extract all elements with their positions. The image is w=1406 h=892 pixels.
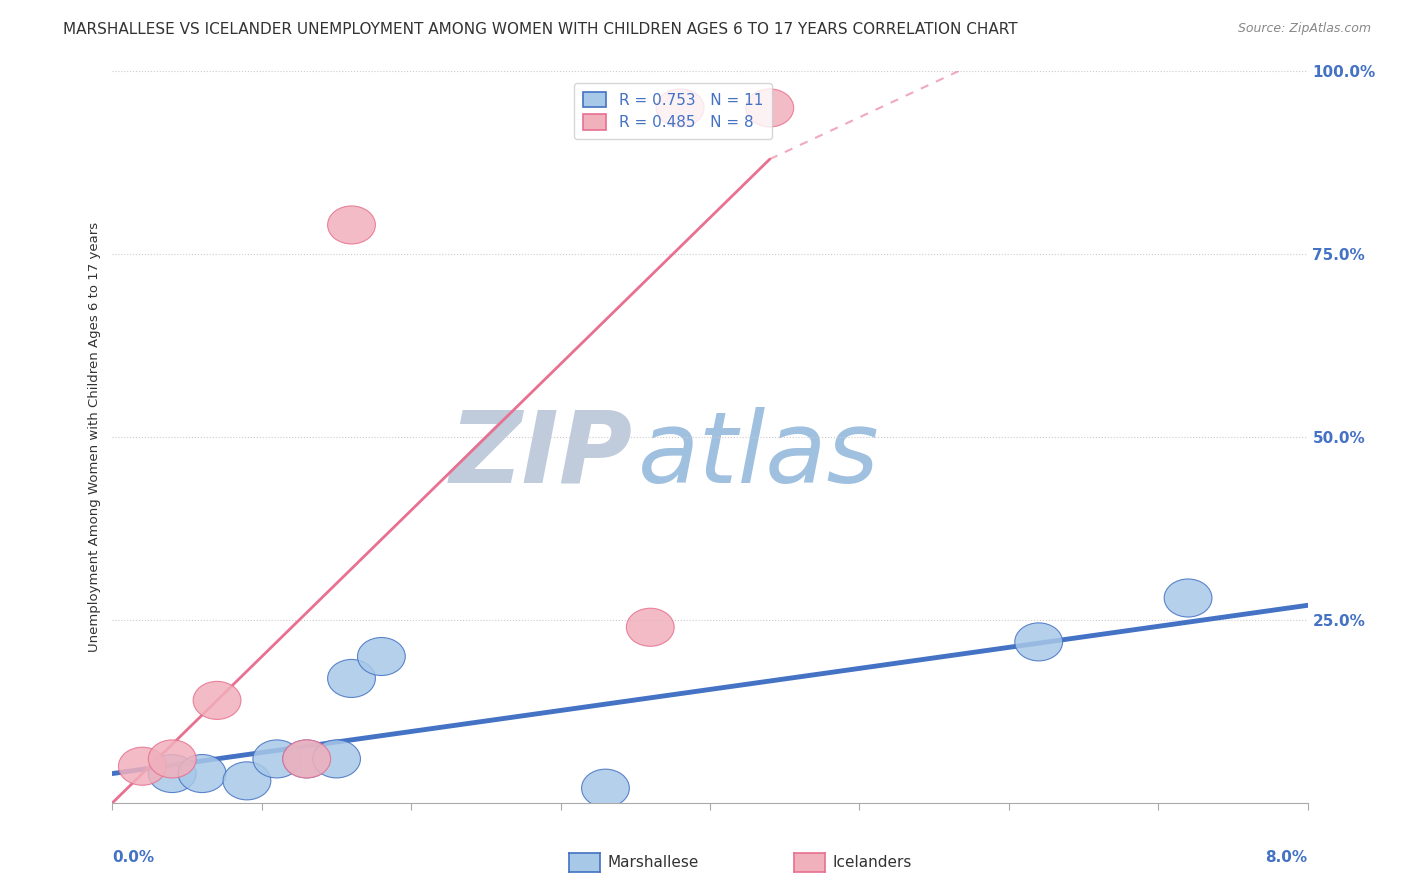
Text: atlas: atlas [638,407,880,504]
Ellipse shape [283,739,330,778]
Ellipse shape [328,659,375,698]
Ellipse shape [312,739,360,778]
Text: Icelanders: Icelanders [832,855,911,870]
Ellipse shape [193,681,240,720]
Text: Marshallese: Marshallese [607,855,699,870]
Ellipse shape [253,739,301,778]
Ellipse shape [148,739,197,778]
Ellipse shape [657,89,704,127]
Y-axis label: Unemployment Among Women with Children Ages 6 to 17 years: Unemployment Among Women with Children A… [89,222,101,652]
Ellipse shape [357,638,405,675]
Ellipse shape [179,755,226,793]
Text: Source: ZipAtlas.com: Source: ZipAtlas.com [1237,22,1371,36]
Ellipse shape [283,739,330,778]
Ellipse shape [627,608,675,647]
Ellipse shape [328,206,375,244]
Ellipse shape [1164,579,1212,617]
Legend: R = 0.753   N = 11, R = 0.485   N = 8: R = 0.753 N = 11, R = 0.485 N = 8 [574,83,772,139]
Text: MARSHALLESE VS ICELANDER UNEMPLOYMENT AMONG WOMEN WITH CHILDREN AGES 6 TO 17 YEA: MARSHALLESE VS ICELANDER UNEMPLOYMENT AM… [63,22,1018,37]
Ellipse shape [224,762,271,800]
Ellipse shape [1015,623,1063,661]
Ellipse shape [582,769,630,807]
Ellipse shape [118,747,166,785]
Text: ZIP: ZIP [450,407,633,504]
Ellipse shape [745,89,794,127]
Text: 0.0%: 0.0% [112,850,155,865]
Text: 8.0%: 8.0% [1265,850,1308,865]
Ellipse shape [148,755,197,793]
